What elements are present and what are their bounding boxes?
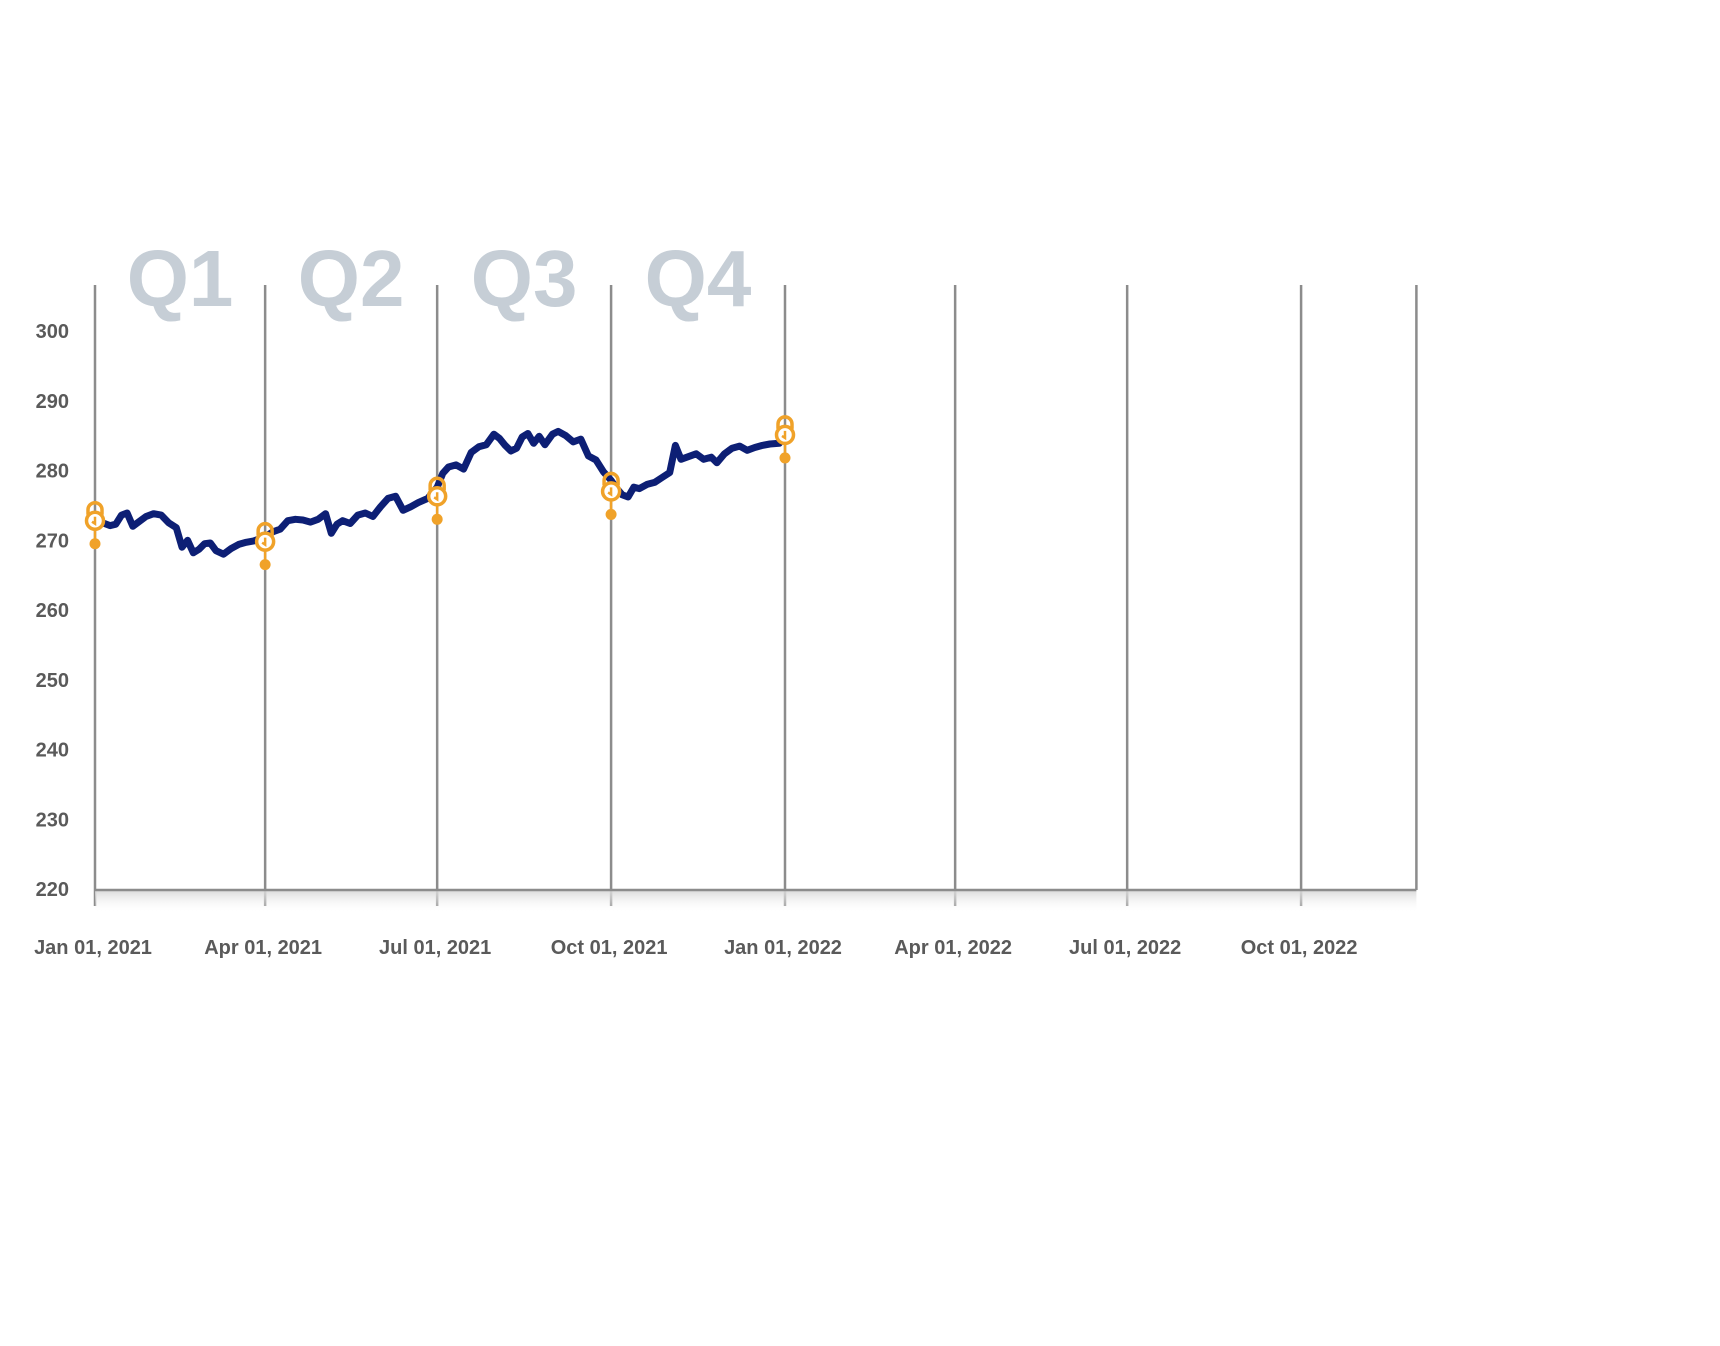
lock-keyhole-0	[91, 516, 97, 527]
lock-keyhole-1	[261, 537, 267, 547]
lock-dot-2	[431, 513, 443, 525]
lock-pin-icon	[774, 415, 796, 464]
x-axis	[95, 888, 1417, 913]
y-axis-tick-labels: 300 290 280 270 260 250 240 230 220	[36, 321, 69, 901]
vertical-gridlines	[93, 285, 1418, 906]
quarter-label-q1: Q1	[127, 234, 234, 323]
lock-shackle-3	[602, 471, 620, 486]
y-tick-label-270: 270	[36, 530, 69, 552]
quarter-label-q2: Q2	[298, 234, 405, 323]
x-tick-label-3: Oct 01, 2021	[551, 937, 668, 959]
lock-pin-icon	[84, 500, 106, 550]
lock-dot-4	[779, 452, 791, 464]
y-tick-label-220: 220	[36, 879, 69, 901]
x-axis-tick-labels: Jan 01, 2021 Apr 01, 2021 Jul 01, 2021 Oct …	[34, 937, 1357, 959]
x-tick-label-4: Jan 01, 2022	[724, 937, 842, 959]
lock-shackle-4	[776, 415, 794, 429]
y-tick-label-290: 290	[36, 391, 69, 413]
lock-pin-icon	[426, 476, 448, 525]
lock-markers	[84, 415, 796, 571]
lock-dot-3	[605, 508, 617, 520]
y-tick-label-250: 250	[36, 670, 69, 692]
lock-shackle-1	[256, 521, 274, 536]
x-axis-shadow	[95, 891, 1417, 913]
y-tick-label-280: 280	[36, 461, 69, 483]
x-tick-label-2: Jul 01, 2021	[379, 937, 491, 959]
lock-dot-1	[259, 559, 271, 571]
series	[95, 427, 783, 558]
lock-dot-0	[89, 538, 101, 550]
lock-shackle-2	[428, 476, 446, 491]
x-tick-label-6: Jul 01, 2022	[1069, 937, 1181, 959]
y-tick-label-240: 240	[36, 740, 69, 762]
y-tick-label-300: 300	[36, 321, 69, 343]
lock-shackle-0	[86, 500, 104, 515]
x-tick-label-1: Apr 01, 2021	[204, 937, 322, 959]
lock-pin-icon	[600, 471, 622, 520]
lock-keyhole-2	[433, 492, 439, 502]
x-tick-label-0: Jan 01, 2021	[34, 937, 152, 959]
y-tick-label-230: 230	[36, 809, 69, 831]
quarter-labels: Q1 Q2 Q3 Q4	[127, 234, 752, 323]
quarter-label-q3: Q3	[471, 234, 578, 323]
y-tick-label-260: 260	[36, 600, 69, 622]
series-line-0	[95, 427, 783, 558]
lock-keyhole-4	[781, 430, 787, 441]
x-tick-label-5: Apr 01, 2022	[894, 937, 1012, 959]
lock-pin-icon	[254, 521, 276, 571]
lock-keyhole-3	[607, 487, 613, 497]
x-tick-label-7: Oct 01, 2022	[1241, 937, 1358, 959]
quarter-label-q4: Q4	[645, 234, 752, 323]
